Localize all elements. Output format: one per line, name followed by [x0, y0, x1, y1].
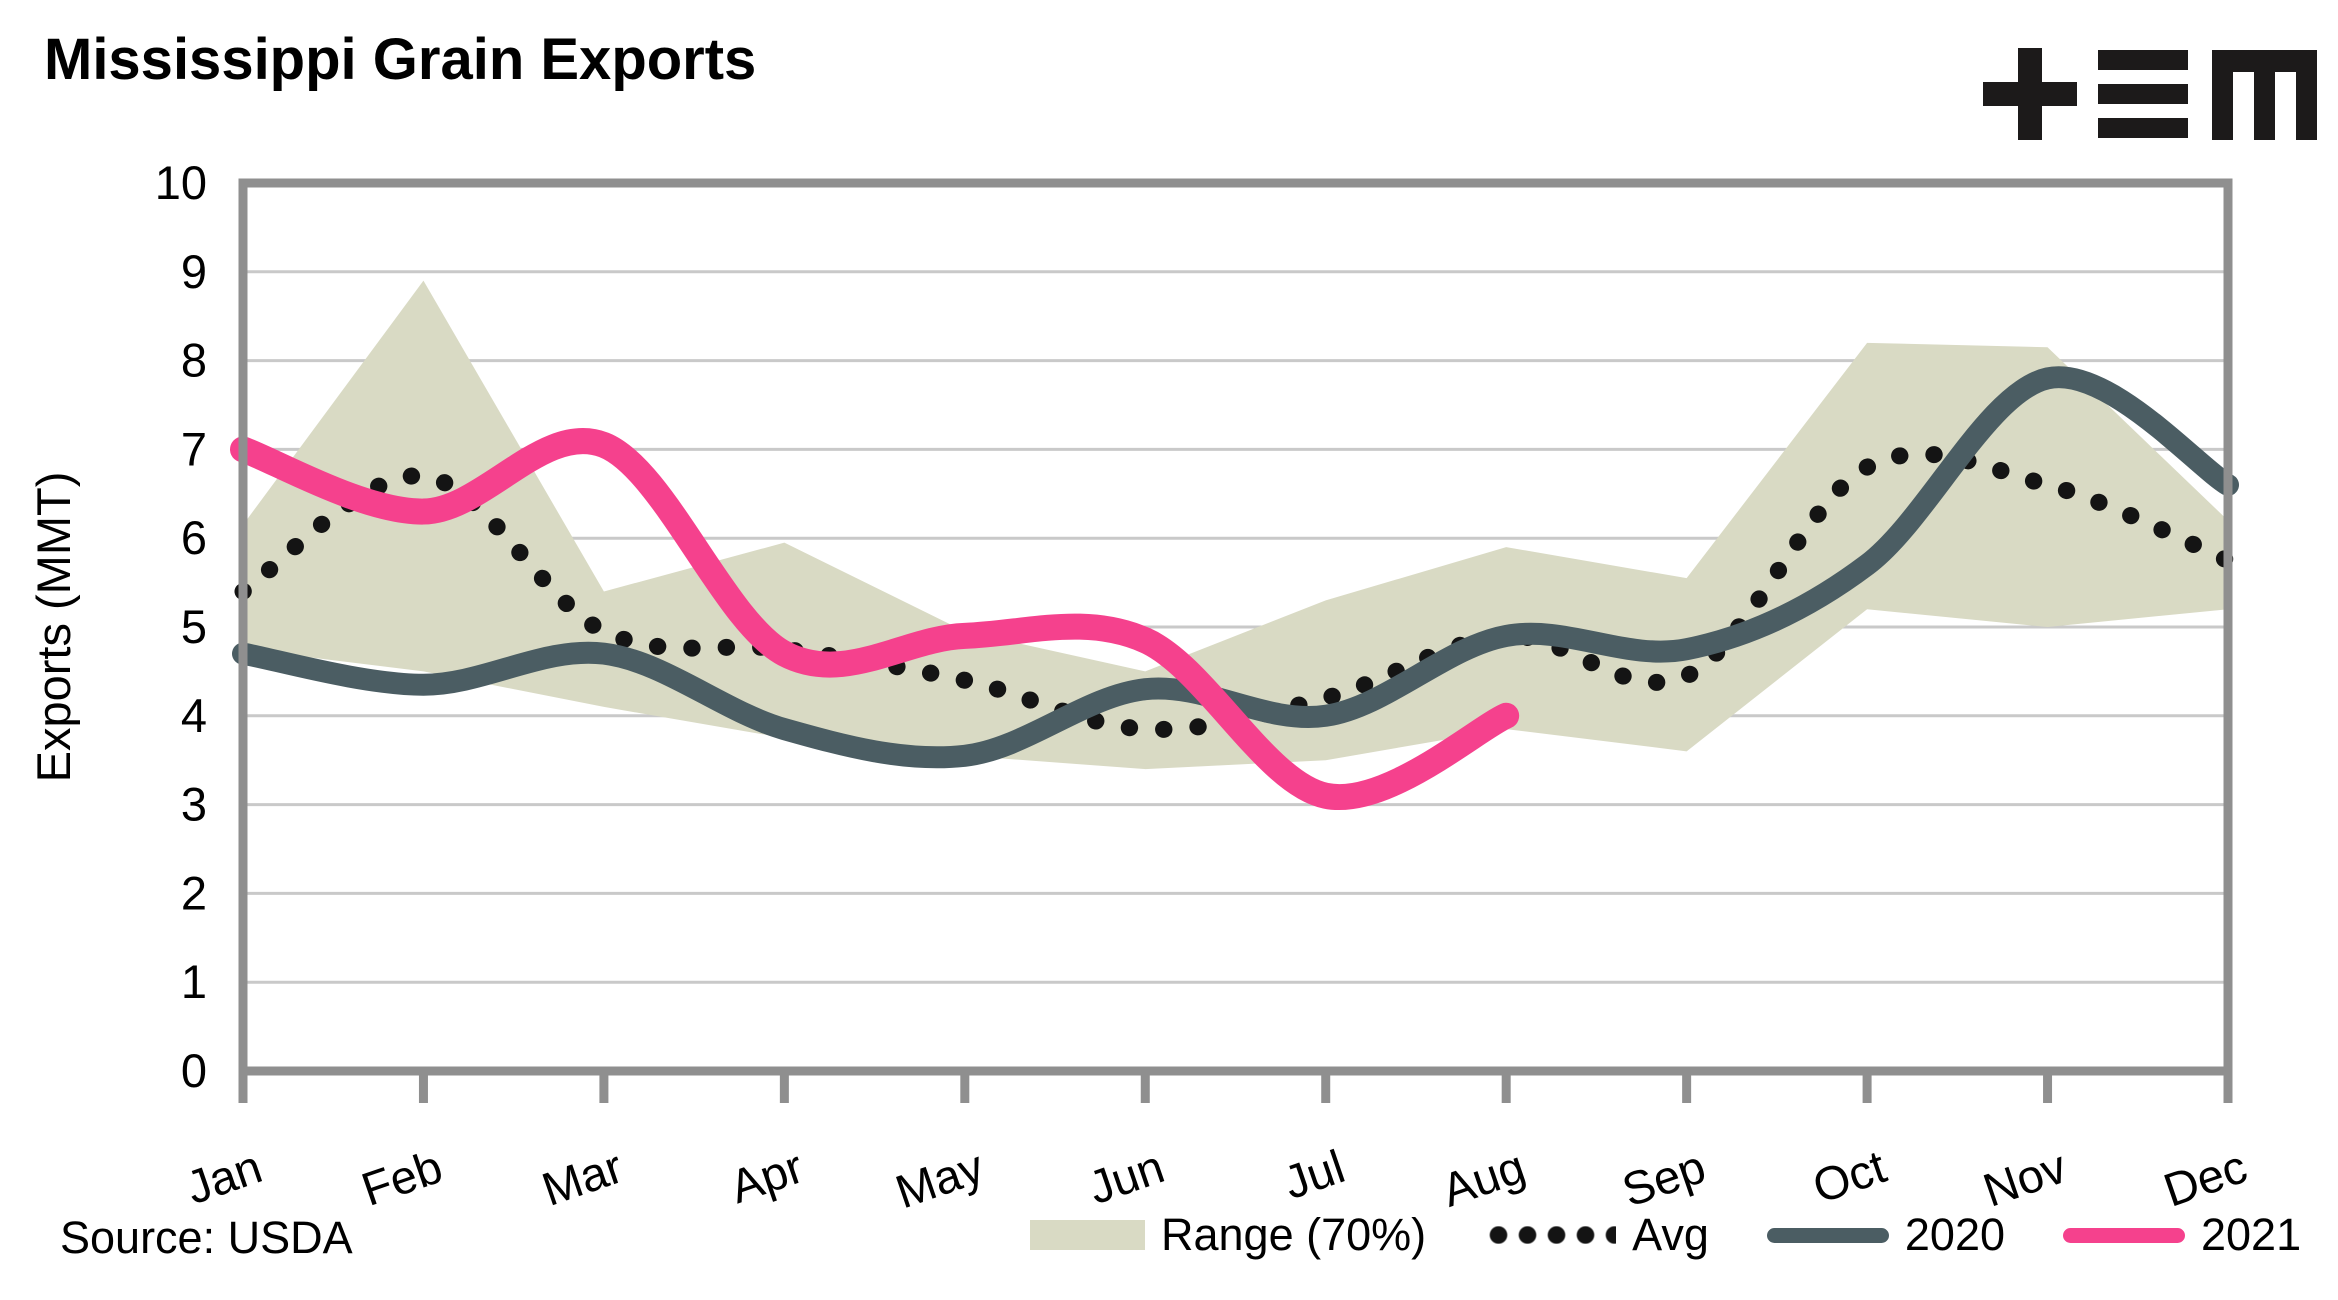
y-label-3: 3	[181, 778, 207, 831]
m-icon	[2212, 50, 2317, 140]
y-label-4: 4	[181, 689, 207, 742]
plot-border	[238, 178, 2233, 1076]
x-label-Mar: Mar	[535, 1139, 629, 1215]
legend-item-2021: 2021	[2063, 1209, 2301, 1261]
avg-dotted-line-icon	[1484, 1226, 1617, 1244]
source-note: Source: USDA	[60, 1212, 353, 1263]
triple-bar-icon	[2098, 50, 2188, 138]
tem-logo	[1983, 48, 2317, 140]
plus-icon	[1983, 48, 2077, 140]
y-label-2: 2	[181, 866, 207, 919]
legend-range-label: Range (70%)	[1161, 1209, 1427, 1260]
y-label-9: 9	[181, 245, 207, 298]
x-label-Jul: Jul	[1277, 1139, 1351, 1209]
line-2020	[232, 366, 2239, 769]
legend-item-2020: 2020	[1766, 1209, 2005, 1261]
x-label-Feb: Feb	[355, 1139, 449, 1215]
line-2020-icon	[1766, 1227, 1889, 1243]
chart-legend: Range (70%) Avg 2020 2021	[1030, 1205, 2301, 1265]
y-label-5: 5	[181, 600, 207, 653]
y-label-7: 7	[181, 422, 207, 475]
x-label-Jan: Jan	[179, 1139, 268, 1214]
x-label-May: May	[889, 1139, 991, 1218]
y-label-6: 6	[181, 511, 207, 564]
legend-2021-label: 2021	[2201, 1209, 2302, 1260]
range-swatch-icon	[1030, 1220, 1145, 1250]
legend-item-avg: Avg	[1484, 1209, 1709, 1261]
x-label-Jun: Jun	[1082, 1139, 1171, 1214]
legend-2020-label: 2020	[1904, 1209, 2005, 1260]
y-label-0: 0	[181, 1044, 207, 1097]
y-label-10: 10	[155, 156, 207, 209]
page-title: Mississippi Grain Exports	[44, 27, 757, 92]
y-label-1: 1	[181, 955, 207, 1008]
line-2021-icon	[2063, 1227, 2185, 1243]
x-label-Oct: Oct	[1806, 1139, 1892, 1213]
y-axis-title: Exports (MMT)	[27, 472, 80, 783]
legend-avg-label: Avg	[1632, 1209, 1709, 1260]
y-label-8: 8	[181, 334, 207, 387]
x-label-Apr: Apr	[723, 1139, 809, 1213]
line-2021	[230, 428, 1520, 811]
legend-item-range: Range (70%)	[1030, 1209, 1426, 1261]
